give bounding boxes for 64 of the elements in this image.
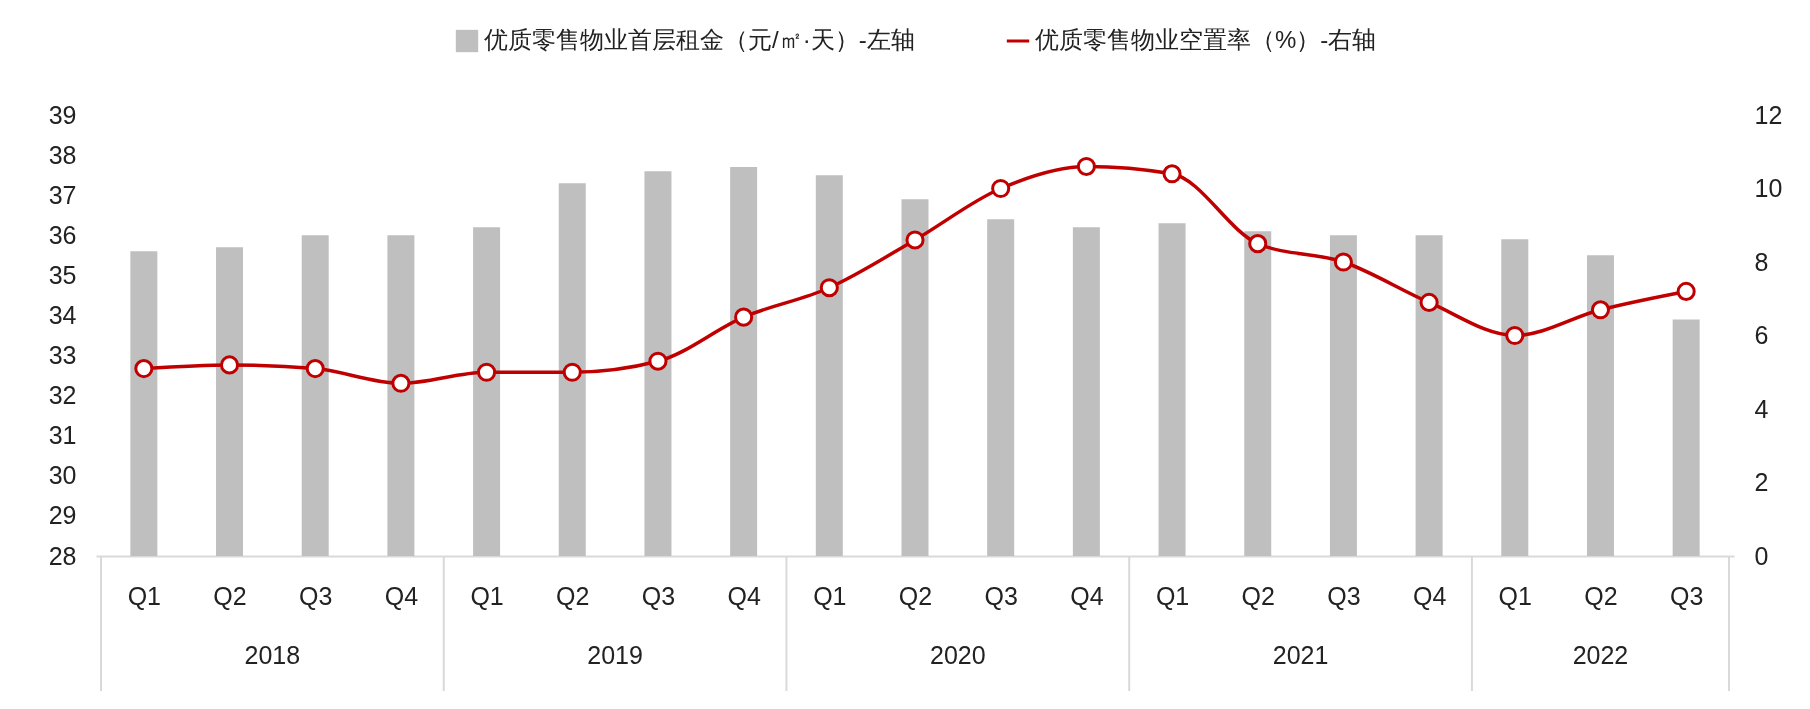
y-tick-label: 38 [48, 140, 77, 169]
point [819, 278, 839, 298]
text: 2019 [587, 641, 643, 669]
x-tick-label: Q3 [299, 581, 333, 610]
y-tick-label: 30 [48, 461, 77, 490]
y2-tick-label: 2 [1754, 468, 1769, 496]
y-tick-label: 29 [48, 501, 77, 530]
y2-tick-label: 4 [1754, 394, 1769, 423]
x-tick-label: Q2 [1241, 581, 1275, 610]
text: 2020 [930, 641, 986, 669]
y-tick-label: 34 [48, 300, 77, 329]
point [1333, 252, 1353, 272]
y-tick-label: 37 [48, 180, 77, 209]
point [648, 351, 668, 371]
x-tick-label: Q1 [1498, 581, 1532, 610]
y-tick-label: 32 [48, 381, 77, 410]
x-tick-label: Q4 [1412, 581, 1447, 610]
x-tick-label: Q4 [1070, 581, 1104, 610]
y2-tick-label: 10 [1754, 174, 1783, 202]
y-tick-label: 35 [48, 260, 77, 289]
y2-tick-label: 6 [1754, 321, 1769, 349]
x-tick-label: Q1 [1155, 581, 1190, 610]
point [1590, 300, 1611, 320]
y2-tick-label: 8 [1754, 247, 1769, 276]
x-tick-label: Q4 [727, 581, 761, 610]
y-tick-label: 39 [48, 100, 77, 129]
x-tick-label: Q2 [213, 581, 247, 610]
text: 2021 [1272, 641, 1329, 669]
point [1248, 234, 1268, 254]
point [1505, 325, 1525, 346]
x-tick-label: Q2 [898, 581, 933, 610]
x-tick-label: Q3 [641, 581, 676, 610]
point [1076, 156, 1096, 176]
point [305, 359, 325, 379]
point [991, 178, 1011, 199]
x-tick-label: Q4 [384, 581, 419, 610]
y-tick-label: 33 [48, 341, 77, 370]
point [1162, 164, 1182, 184]
point [562, 362, 582, 382]
x-tick-label: Q3 [984, 581, 1018, 610]
y-tick-label: 28 [48, 541, 77, 570]
x-tick-label: Q1 [127, 581, 162, 610]
point [905, 230, 925, 250]
x-tick-label: Q1 [813, 581, 847, 610]
point [219, 355, 240, 375]
x-tick-label: Q3 [1669, 581, 1704, 610]
legend-label: 优质零售物业首层租金（元/㎡·天）-左轴 [484, 26, 915, 53]
x-tick-label: Q1 [470, 581, 504, 610]
point [1419, 292, 1439, 312]
point [134, 359, 154, 379]
point [391, 373, 411, 393]
x-tick-label: Q2 [1584, 581, 1618, 610]
text: 2018 [244, 641, 301, 669]
point [734, 307, 754, 327]
y2-tick-label: 0 [1754, 541, 1769, 570]
point [1676, 281, 1696, 301]
y-tick-label: 31 [48, 421, 77, 450]
x-tick-label: Q2 [556, 581, 590, 610]
legend-label: 优质零售物业空置率（%）-右轴 [1035, 26, 1377, 53]
x-tick-label: Q3 [1327, 581, 1361, 610]
y-tick-label: 36 [48, 220, 77, 249]
point [477, 362, 497, 382]
text: 2022 [1572, 641, 1629, 669]
y2-tick-label: 12 [1754, 100, 1783, 129]
